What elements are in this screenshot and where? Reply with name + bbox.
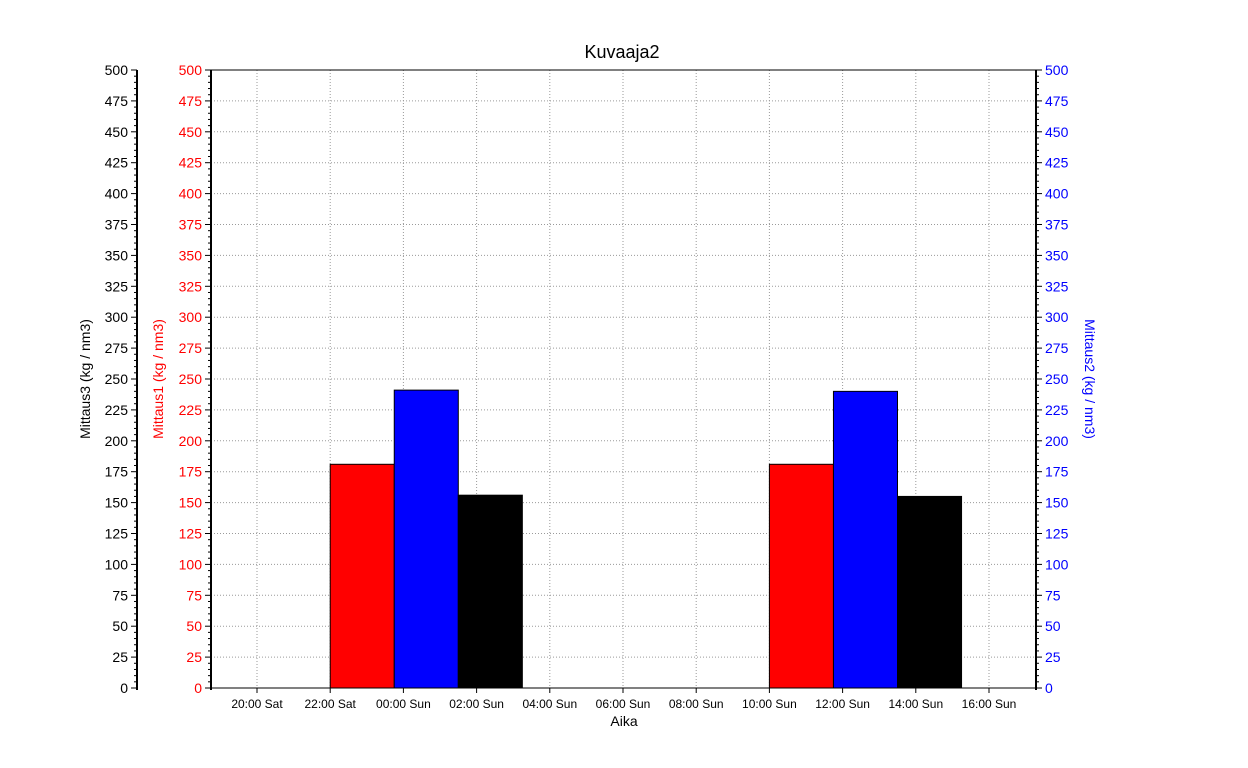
y-tick-label-mittaus3: 500 [105,62,129,78]
y-tick-label-mittaus1: 500 [179,62,203,78]
y-tick-label-mittaus2: 275 [1045,340,1069,356]
y-tick-label-mittaus1: 0 [194,680,202,696]
x-tick-label: 22:00 Sat [305,697,357,711]
y-tick-label-mittaus1: 250 [179,371,203,387]
y-tick-label-mittaus2: 300 [1045,309,1069,325]
y-tick-label-mittaus3: 225 [105,402,129,418]
x-tick-label: 20:00 Sat [231,697,283,711]
y-tick-label-mittaus1: 325 [179,278,203,294]
y-tick-label-mittaus3: 200 [105,433,129,449]
y-tick-label-mittaus3: 250 [105,371,129,387]
y-tick-label-mittaus2: 325 [1045,278,1069,294]
y-tick-label-mittaus2: 375 [1045,217,1069,233]
x-tick-label: 02:00 Sun [449,697,504,711]
y-tick-label-mittaus1: 25 [186,649,202,665]
y-tick-label-mittaus3: 75 [112,587,128,603]
x-tick-label: 16:00 Sun [962,697,1017,711]
y-tick-label-mittaus3: 25 [112,649,128,665]
y-axis-title-mittaus1: Mittaus1 (kg / nm3) [150,319,166,439]
y-tick-label-mittaus3: 175 [105,464,129,480]
y-axis-title-mittaus3: Mittaus3 (kg / nm3) [77,319,93,439]
x-tick-label: 12:00 Sun [815,697,870,711]
x-tick-label: 10:00 Sun [742,697,797,711]
x-axis-title: Aika [610,713,637,729]
y-tick-label-mittaus2: 450 [1045,124,1069,140]
y-tick-label-mittaus2: 400 [1045,186,1069,202]
y-tick-label-mittaus2: 175 [1045,464,1069,480]
y-tick-label-mittaus3: 275 [105,340,129,356]
y-tick-label-mittaus2: 125 [1045,526,1069,542]
bar-mittaus1-1 [768,463,834,689]
y-tick-label-mittaus2: 25 [1045,649,1061,665]
y-tick-label-mittaus1: 150 [179,495,203,511]
bar-mittaus2-0 [393,389,459,689]
y-tick-label-mittaus2: 100 [1045,556,1069,572]
y-tick-label-mittaus3: 125 [105,526,129,542]
y-tick-label-mittaus3: 325 [105,278,129,294]
y-tick-label-mittaus2: 475 [1045,93,1069,109]
bars [329,389,963,689]
y-tick-label-mittaus2: 425 [1045,155,1069,171]
y-tick-label-mittaus1: 75 [186,587,202,603]
y-tick-label-mittaus3: 475 [105,93,129,109]
y-tick-label-mittaus1: 100 [179,556,203,572]
y-tick-label-mittaus1: 225 [179,402,203,418]
x-tick-label: 04:00 Sun [522,697,577,711]
y-tick-label-mittaus2: 150 [1045,495,1069,511]
bar-mittaus2-1 [832,390,899,689]
x-axis: 20:00 Sat 22:00 Sat 00:00 Sun 02:00 Sun 04:0… [231,688,1016,711]
x-tick-label: 08:00 Sun [669,697,724,711]
y-tick-label-mittaus3: 425 [105,155,129,171]
y-tick-label-mittaus1: 400 [179,186,203,202]
axes: 0255075100125150175200225250275300325350… [105,62,1069,696]
y-tick-label-mittaus3: 375 [105,217,129,233]
y-tick-label-mittaus1: 375 [179,217,203,233]
y-tick-label-mittaus2: 350 [1045,247,1069,263]
y-tick-label-mittaus2: 200 [1045,433,1069,449]
bar-mittaus1-0 [329,463,395,689]
y-tick-label-mittaus2: 500 [1045,62,1069,78]
y-tick-label-mittaus2: 75 [1045,587,1061,603]
y-tick-label-mittaus3: 450 [105,124,129,140]
y-tick-label-mittaus1: 300 [179,309,203,325]
y-tick-label-mittaus2: 0 [1045,680,1053,696]
y-tick-label-mittaus3: 400 [105,186,129,202]
y-tick-label-mittaus3: 50 [112,618,128,634]
bar-mittaus3-1 [897,495,963,689]
y-tick-label-mittaus1: 200 [179,433,203,449]
y-tick-label-mittaus3: 100 [105,556,129,572]
y-tick-label-mittaus2: 225 [1045,402,1069,418]
y-tick-label-mittaus3: 300 [105,309,129,325]
y-tick-label-mittaus1: 275 [179,340,203,356]
y-tick-label-mittaus3: 350 [105,247,129,263]
chart-title: Kuvaaja2 [584,42,659,62]
bar-mittaus3-0 [457,494,523,689]
y-tick-label-mittaus1: 425 [179,155,203,171]
x-tick-label: 06:00 Sun [596,697,651,711]
y-tick-label-mittaus1: 125 [179,526,203,542]
y-tick-label-mittaus2: 50 [1045,618,1061,634]
x-tick-label: 14:00 Sun [888,697,943,711]
x-tick-label: 00:00 Sun [376,697,431,711]
y-tick-label-mittaus1: 350 [179,247,203,263]
y-tick-label-mittaus2: 250 [1045,371,1069,387]
y-tick-label-mittaus1: 50 [186,618,202,634]
y-tick-label-mittaus3: 150 [105,495,129,511]
y-tick-label-mittaus1: 475 [179,93,203,109]
y-axis-title-mittaus2: Mittaus2 (kg / nm3) [1082,319,1098,439]
y-tick-label-mittaus1: 450 [179,124,203,140]
y-tick-label-mittaus3: 0 [120,680,128,696]
y-tick-label-mittaus1: 175 [179,464,203,480]
